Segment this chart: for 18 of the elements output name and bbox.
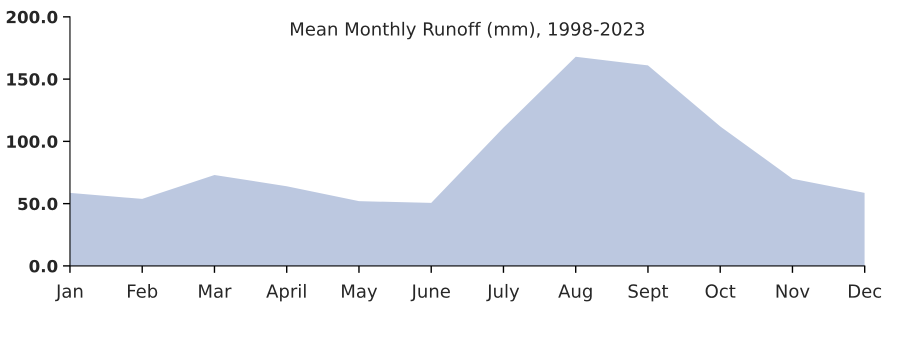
- y-tick-label: 150.0: [7, 73, 58, 86]
- x-tick-label: April: [266, 284, 306, 302]
- x-tick-label: Sept: [628, 284, 668, 302]
- x-tick-label: Nov: [776, 284, 810, 298]
- y-tick-label: 50.0: [18, 198, 58, 210]
- x-tick-label: Oct: [706, 284, 736, 298]
- y-tick-label: 0.0: [29, 260, 58, 272]
- x-tick-label: May: [342, 284, 378, 302]
- chart-title: Mean Monthly Runoff (mm), 1998-2023: [290, 22, 644, 40]
- x-tick-label: Aug: [558, 284, 592, 302]
- y-tick-label: 100.0: [7, 135, 58, 148]
- x-tick-label: June: [410, 284, 450, 302]
- x-tick-label: July: [486, 284, 520, 302]
- x-tick-label: Feb: [128, 284, 158, 298]
- y-tick-label: 200.0: [6, 10, 58, 24]
- x-tick-label: Dec: [849, 284, 882, 298]
- x-tick-label: Mar: [199, 284, 232, 298]
- x-tick-label: Jan: [55, 284, 82, 302]
